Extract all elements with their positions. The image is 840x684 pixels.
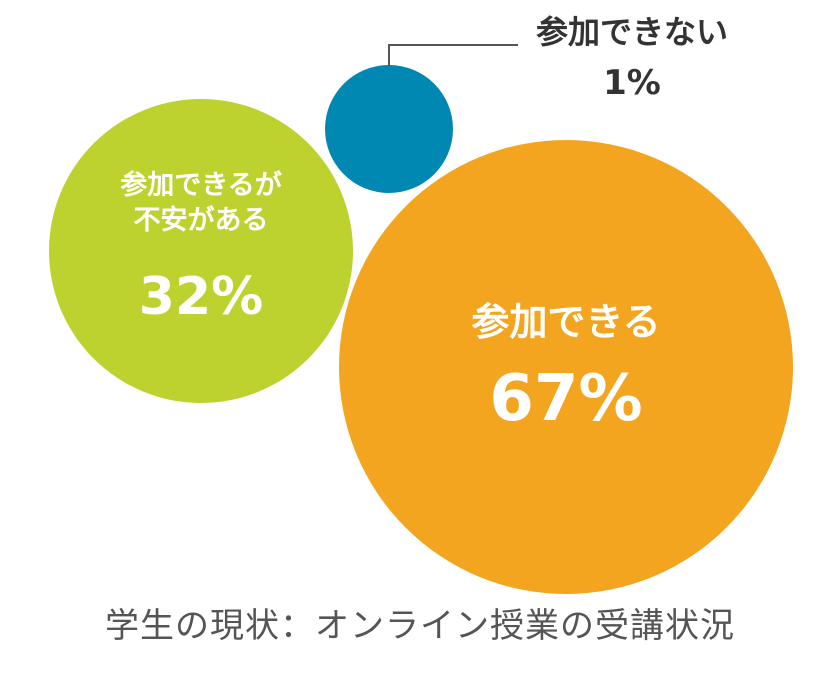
bubble-participate	[339, 140, 793, 594]
bubble-anxious-label-line2: 不安がある	[134, 204, 269, 236]
bubble-anxious-label-line1: 参加できるが	[120, 169, 281, 201]
callout-cannot-label: 参加できない	[536, 13, 728, 51]
chart-title: 学生の現状：オンライン授業の受講状況	[105, 606, 735, 646]
bubble-participate-label: 参加できる	[471, 300, 660, 344]
callout-line	[388, 44, 518, 66]
bubble-anxious	[49, 99, 353, 403]
bubble-cannot	[325, 65, 453, 193]
bubble-participate-value: 67%	[489, 362, 642, 436]
bubble-anxious-value: 32%	[139, 267, 263, 327]
callout-cannot-value: 1%	[603, 63, 661, 103]
